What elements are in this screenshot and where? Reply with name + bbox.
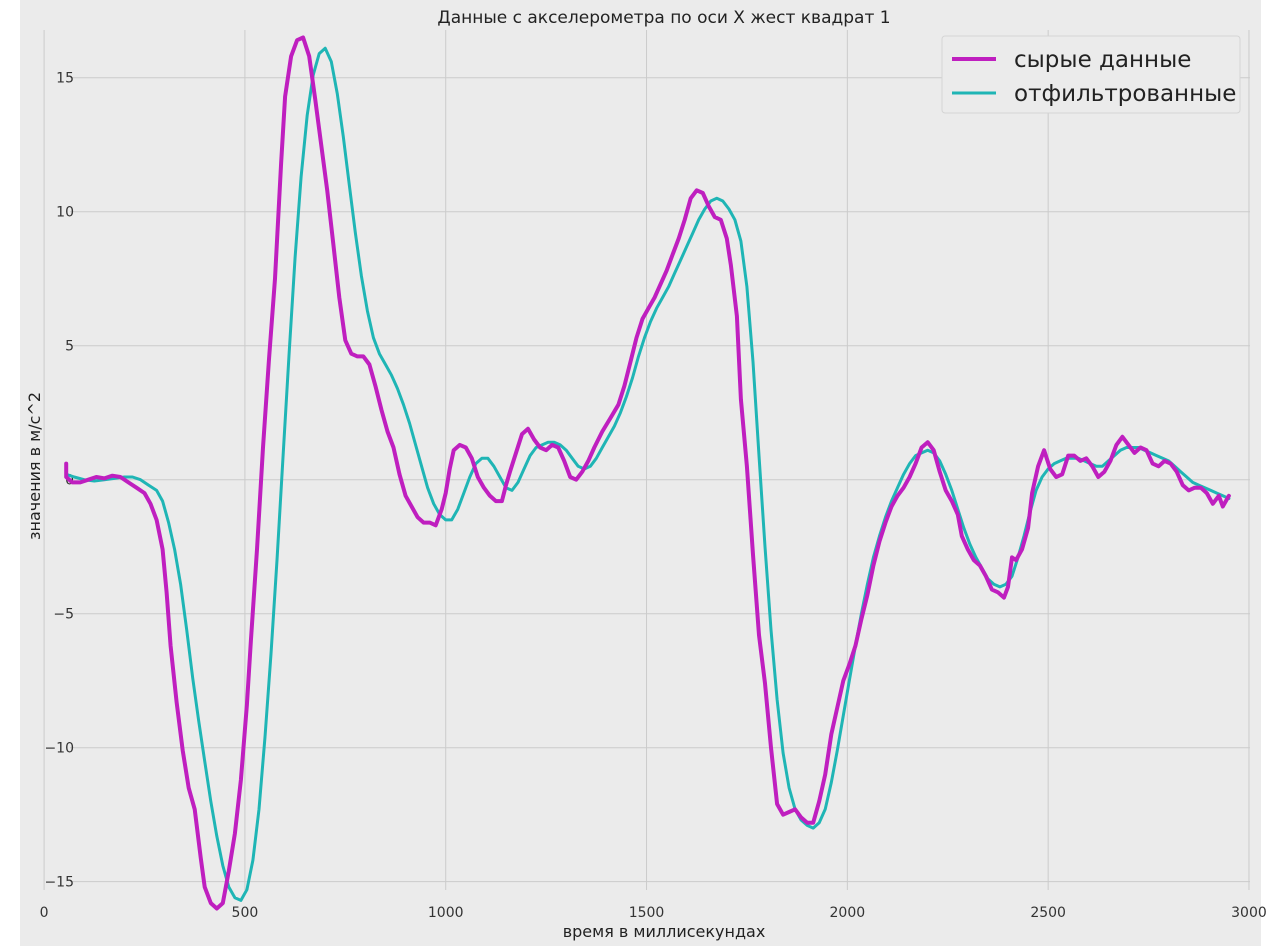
x-tick-labels: 0 500 1000 1500 2000 2500 3000 <box>40 905 1267 921</box>
x-axis-label: время в миллисекундах <box>563 922 766 941</box>
x-tick-label: 0 <box>40 905 49 921</box>
legend: сырые данные отфильтрованные <box>941 35 1241 114</box>
y-tick-label: 5 <box>65 339 74 355</box>
x-tick-label: 3000 <box>1231 905 1267 921</box>
x-tick-label: 2500 <box>1030 905 1066 921</box>
legend-box <box>941 35 1241 114</box>
x-tick-label: 1500 <box>629 905 665 921</box>
y-tick-label: −10 <box>44 741 74 757</box>
chart-title: Данные с акселерометра по оси X жест ква… <box>437 8 890 28</box>
legend-label-filtered: отфильтрованные <box>1014 81 1236 107</box>
series-line-filtered <box>64 46 1231 902</box>
series-line-raw <box>64 35 1231 911</box>
x-tick-label: 2000 <box>830 905 866 921</box>
series-lines <box>64 35 1231 911</box>
legend-label-raw: сырые данные <box>1014 47 1191 73</box>
chart-background <box>20 0 1261 946</box>
y-tick-label: 15 <box>56 71 74 87</box>
x-tick-label: 1000 <box>428 905 464 921</box>
x-tick-label: 500 <box>232 905 259 921</box>
y-tick-label: −5 <box>53 607 74 623</box>
y-axis-label: значения в м/с^2 <box>25 392 44 540</box>
grid-lines <box>43 30 1250 890</box>
y-tick-label: −15 <box>44 875 74 891</box>
y-tick-label: 10 <box>56 205 74 221</box>
